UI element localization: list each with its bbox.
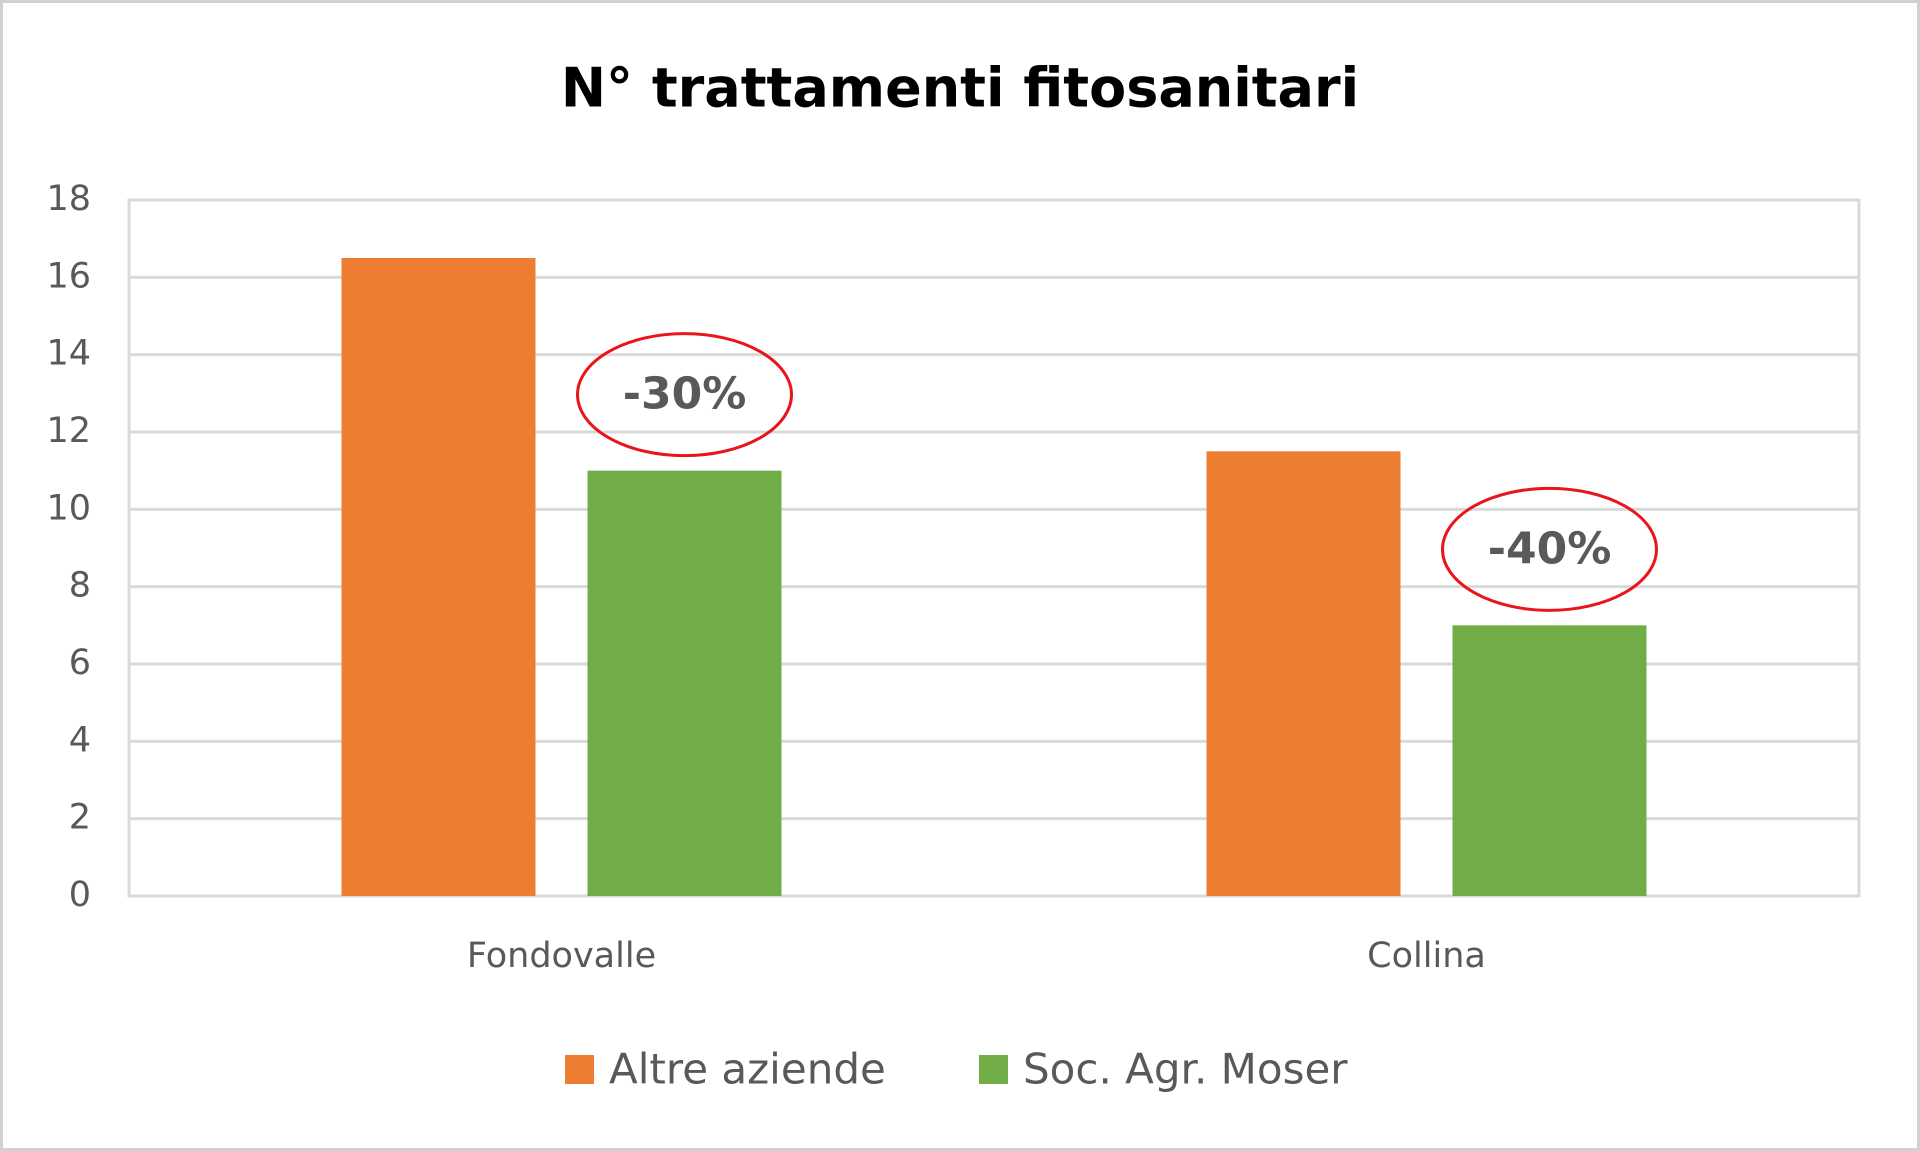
legend-label: Soc. Agr. Moser: [1023, 1045, 1348, 1094]
chart-title: N° trattamenti fitosanitari: [561, 57, 1359, 120]
y-tick-label: 16: [46, 256, 91, 296]
annotation: -30%: [623, 369, 747, 420]
y-tick-label: 6: [69, 643, 91, 683]
y-tick-label: 8: [69, 566, 91, 606]
legend-swatch: [565, 1055, 594, 1084]
bar: [1206, 451, 1401, 896]
y-tick-label: 12: [46, 411, 91, 451]
legend-label: Altre aziende: [609, 1045, 886, 1094]
x-tick-label: Fondovalle: [467, 936, 656, 976]
legend-swatch: [979, 1055, 1008, 1084]
y-tick-label: 0: [69, 875, 91, 915]
annotation: -40%: [1488, 523, 1612, 574]
bar: [341, 258, 536, 896]
x-tick-label: Collina: [1367, 936, 1486, 976]
y-tick-label: 18: [46, 179, 91, 219]
bar: [587, 470, 782, 896]
y-tick-label: 10: [46, 488, 91, 528]
y-tick-label: 2: [69, 798, 91, 838]
annotation-ellipse: [1441, 486, 1658, 612]
annotation-ellipse: [576, 332, 793, 458]
y-tick-label: 4: [69, 720, 91, 760]
y-tick-label: 14: [46, 334, 91, 374]
bar: [1452, 625, 1647, 896]
